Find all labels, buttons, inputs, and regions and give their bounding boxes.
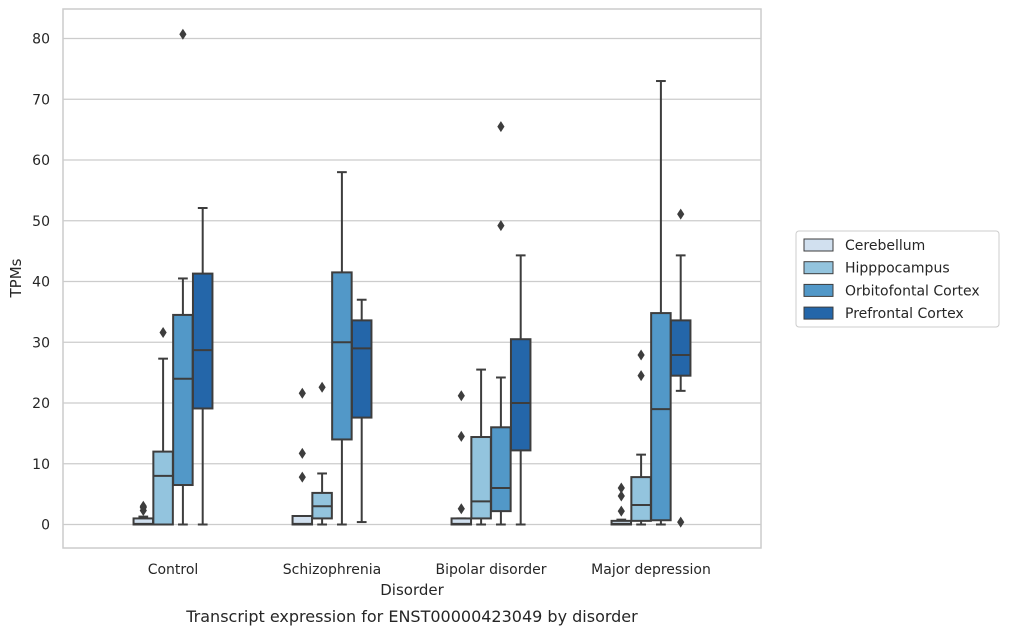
box-series: [132, 28, 692, 528]
outlier-point: [497, 121, 505, 133]
outlier-point: [139, 500, 147, 512]
plot-frame: [62, 8, 762, 549]
box-hipppocampus-schizophrenia: [311, 381, 333, 526]
box-hipppocampus-control: [152, 327, 174, 526]
box-prefrontal-cortex-bipolar-disorder: [509, 254, 532, 526]
x-tick-label-control: Control: [148, 562, 199, 578]
box-iqr: [630, 476, 652, 522]
legend-label-hipppocampus: Hipppocampus: [845, 261, 950, 277]
legend-frame: [795, 230, 1000, 328]
box-iqr: [350, 319, 373, 419]
outlier-point: [298, 387, 306, 399]
outlier-point: [617, 505, 625, 517]
outlier-point: [298, 471, 306, 483]
x-tick-label-schizophrenia: Schizophrenia: [283, 562, 381, 578]
outlier-point: [159, 327, 167, 339]
box-prefrontal-cortex-schizophrenia: [350, 298, 373, 524]
box-iqr: [669, 319, 692, 377]
x-tick-label-bipolar-disorder: Bipolar disorder: [435, 562, 546, 578]
box-cerebellum-control: [132, 500, 155, 526]
legend-swatch-cerebellum: [803, 238, 834, 252]
outlier-point: [677, 516, 685, 528]
y-tick-label-80: 80: [32, 32, 50, 48]
outlier-point: [637, 370, 645, 382]
x-tick-label-major-depression: Major depression: [591, 562, 711, 578]
box-prefrontal-cortex-control: [191, 206, 214, 526]
legend-label-cerebellum: Cerebellum: [845, 238, 925, 254]
outlier-point: [617, 482, 625, 494]
y-tick-label-10: 10: [32, 457, 50, 473]
box-iqr: [490, 426, 512, 513]
y-axis-ticks: 0 10 20 30 40 50 60 70 80: [32, 32, 50, 534]
y-tick-label-50: 50: [32, 214, 50, 230]
x-axis-ticks: Control Schizophrenia Bipolar disorder Majo…: [148, 562, 711, 578]
legend-label-prefrontal-cortex: Prefrontal Cortex: [845, 306, 964, 322]
y-tick-label-70: 70: [32, 92, 50, 108]
outlier-point: [457, 430, 465, 442]
legend-label-orbitofontal-cortex: Orbitofontal Cortex: [845, 283, 980, 299]
box-iqr: [152, 450, 174, 526]
box-iqr: [509, 338, 532, 452]
outlier-point: [298, 447, 306, 459]
box-orbitofontal-cortex-bipolar-disorder: [490, 121, 512, 526]
outlier-point: [617, 490, 625, 502]
y-tick-label-40: 40: [32, 275, 50, 291]
y-tick-label-0: 0: [41, 518, 50, 534]
y-axis-label: TPMs: [7, 258, 25, 298]
box-iqr: [331, 271, 353, 441]
legend: Cerebellum Hipppocampus Orbitofontal Corte…: [795, 230, 1000, 328]
legend-swatch-orbitofontal-cortex: [803, 283, 834, 297]
legend-swatch-hipppocampus: [803, 261, 834, 275]
outlier-point: [497, 220, 505, 232]
y-tick-label-30: 30: [32, 335, 50, 351]
chart-caption: Transcript expression for ENST0000042304…: [185, 607, 638, 626]
legend-swatch-prefrontal-cortex: [803, 306, 834, 320]
y-tick-label-60: 60: [32, 153, 50, 169]
x-axis-label: Disorder: [380, 581, 444, 599]
outlier-point: [637, 349, 645, 361]
box-iqr: [172, 313, 194, 487]
outlier-point: [457, 390, 465, 402]
box-cerebellum-major-depression: [610, 482, 633, 526]
outlier-point: [457, 503, 465, 515]
box-prefrontal-cortex-major-depression: [669, 208, 692, 528]
box-iqr: [191, 272, 214, 410]
y-tick-label-20: 20: [32, 396, 50, 412]
outlier-point: [677, 208, 685, 220]
outlier-point: [179, 28, 187, 40]
outlier-point: [318, 381, 326, 393]
box-iqr: [650, 312, 672, 522]
box-cerebellum-bipolar-disorder: [450, 390, 473, 526]
box-cerebellum-schizophrenia: [291, 387, 314, 526]
box-orbitofontal-cortex-major-depression: [650, 80, 672, 526]
box-iqr: [470, 436, 492, 520]
